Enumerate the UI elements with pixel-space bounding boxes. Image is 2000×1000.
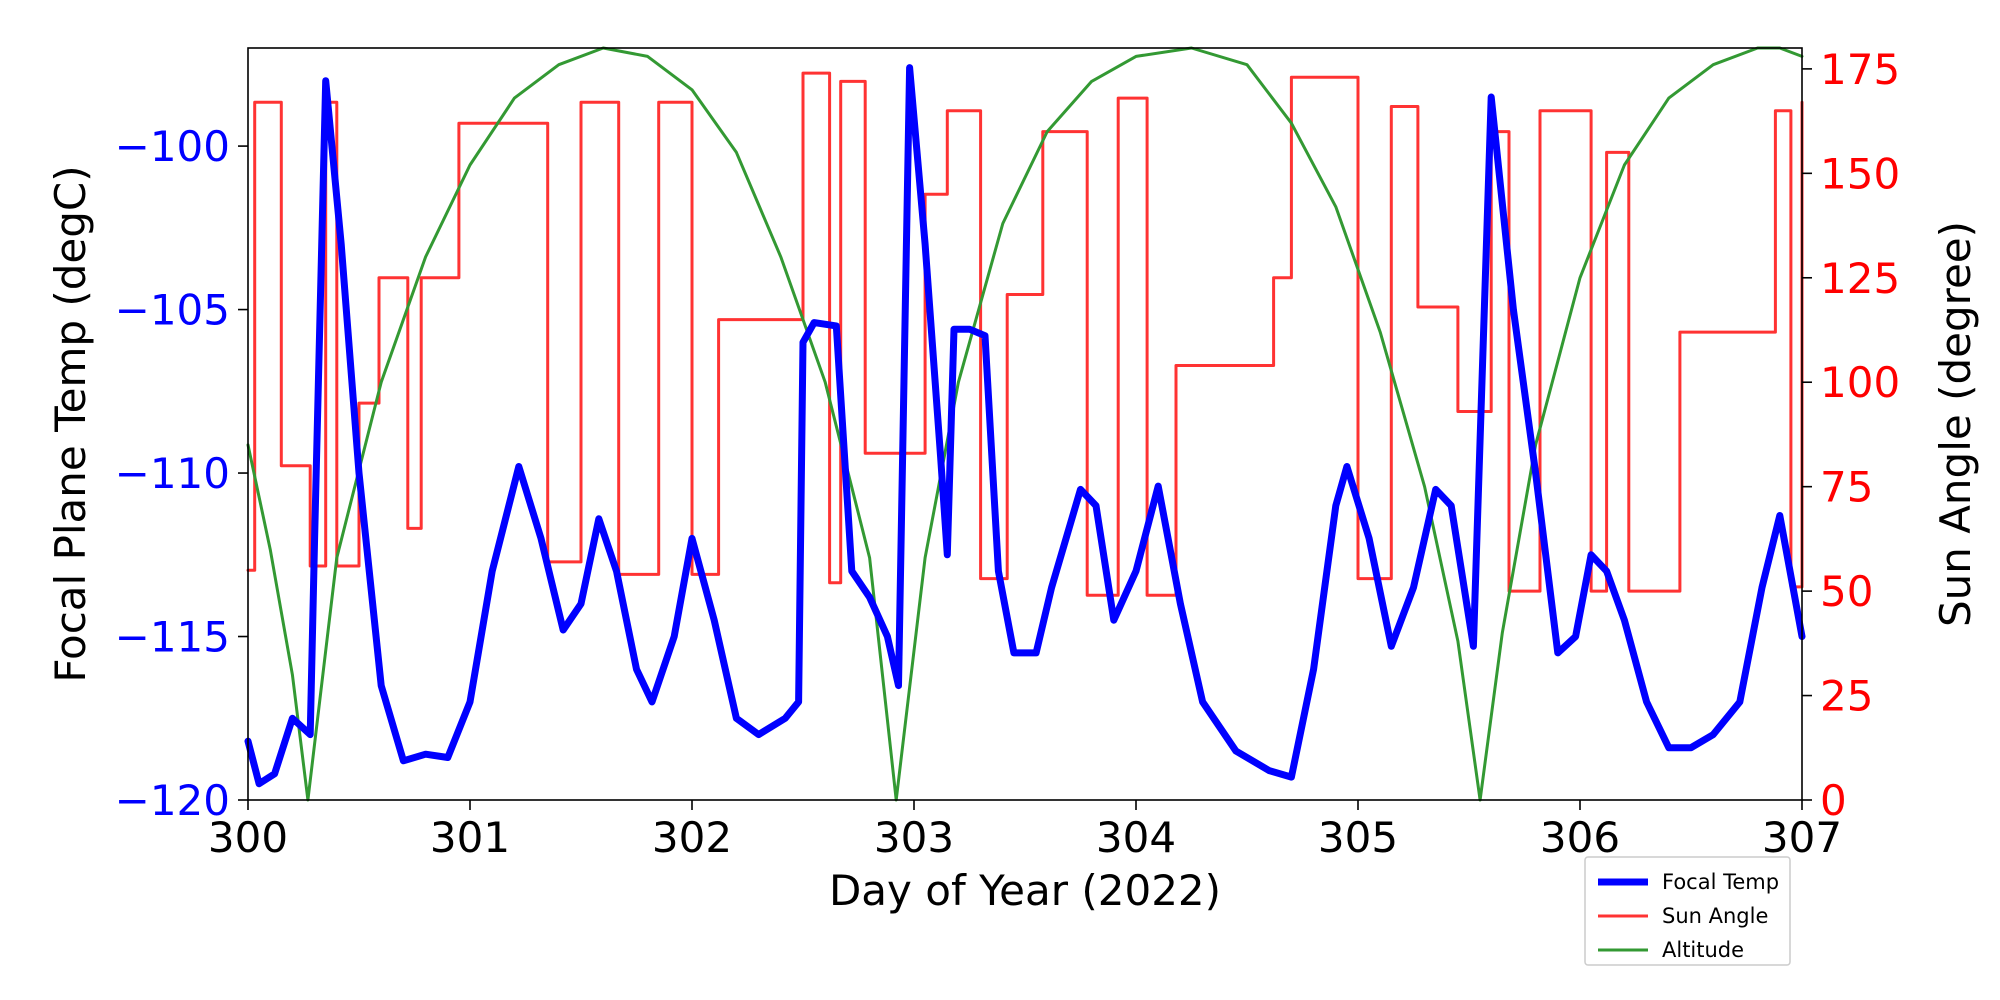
y-right-tick-label: 100 xyxy=(1820,358,1900,407)
legend-label-sun-angle: Sun Angle xyxy=(1662,904,1768,928)
y-right-tick-label: 25 xyxy=(1820,672,1873,721)
plot-background xyxy=(248,48,1802,800)
y-right-tick-label: 150 xyxy=(1820,149,1900,198)
x-axis: 300 301 302 303 304 305 306 307 xyxy=(208,800,1842,862)
x-tick-label: 301 xyxy=(430,813,510,862)
x-axis-label: Day of Year (2022) xyxy=(829,866,1221,915)
y-left-axis-label: Focal Plane Temp (degC) xyxy=(46,165,95,682)
y-right-tick-label: 75 xyxy=(1820,463,1873,512)
x-tick-label: 300 xyxy=(208,813,288,862)
x-tick-label: 307 xyxy=(1762,813,1842,862)
y-left-tick-label: −115 xyxy=(115,613,230,662)
y-left-tick-label: −105 xyxy=(115,286,230,335)
y-right-tick-label: 0 xyxy=(1820,776,1847,825)
series-line-altitude xyxy=(246,46,1804,802)
x-tick-label: 303 xyxy=(874,813,954,862)
plot-frame xyxy=(247,47,1803,801)
series-layer xyxy=(244,46,1806,802)
legend-label-altitude: Altitude xyxy=(1662,938,1744,962)
y-right-axis: 175 150 125 100 75 50 25 0 xyxy=(1802,45,1900,825)
x-tick-label: 302 xyxy=(652,813,732,862)
y-left-tick-label: −120 xyxy=(115,776,230,825)
series-line-focal-temp xyxy=(244,64,1806,788)
series-line-sun-angle xyxy=(246,71,1804,597)
y-left-axis: −100 −105 −110 −115 −120 xyxy=(115,122,248,825)
x-tick-label: 306 xyxy=(1540,813,1620,862)
y-right-axis-label: Sun Angle (degree) xyxy=(1931,221,1980,627)
y-right-tick-label: 125 xyxy=(1820,254,1900,303)
y-right-tick-label: 175 xyxy=(1820,45,1900,94)
legend-label-focal-temp: Focal Temp xyxy=(1662,870,1779,894)
y-left-tick-label: −100 xyxy=(115,122,230,171)
y-left-tick-label: −110 xyxy=(115,449,230,498)
y-right-tick-label: 50 xyxy=(1820,567,1873,616)
x-tick-label: 304 xyxy=(1096,813,1176,862)
plot-area xyxy=(244,46,1806,802)
legend: Focal Temp Sun Angle Altitude xyxy=(1584,856,1791,966)
x-tick-label: 305 xyxy=(1318,813,1398,862)
